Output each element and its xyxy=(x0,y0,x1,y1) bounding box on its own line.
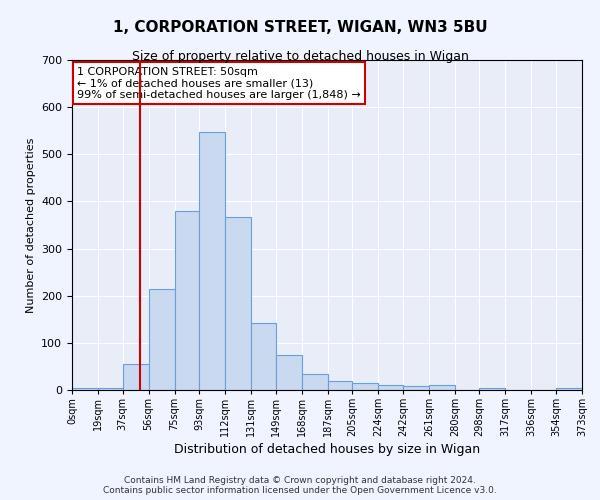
Text: Contains HM Land Registry data © Crown copyright and database right 2024.
Contai: Contains HM Land Registry data © Crown c… xyxy=(103,476,497,495)
Bar xyxy=(403,386,429,390)
Bar xyxy=(149,288,175,390)
Text: 1, CORPORATION STREET, WIGAN, WN3 5BU: 1, CORPORATION STREET, WIGAN, WN3 5BU xyxy=(113,20,487,35)
Bar xyxy=(328,380,352,390)
Bar xyxy=(479,388,505,390)
Bar xyxy=(175,211,199,390)
X-axis label: Distribution of detached houses by size in Wigan: Distribution of detached houses by size … xyxy=(174,444,480,456)
Text: Size of property relative to detached houses in Wigan: Size of property relative to detached ho… xyxy=(131,50,469,63)
Bar xyxy=(302,374,328,390)
Bar xyxy=(72,388,98,390)
Bar xyxy=(122,364,149,390)
Text: 1 CORPORATION STREET: 50sqm
← 1% of detached houses are smaller (13)
99% of semi: 1 CORPORATION STREET: 50sqm ← 1% of deta… xyxy=(77,66,361,100)
Bar xyxy=(199,132,225,390)
Bar xyxy=(276,354,302,390)
Bar xyxy=(378,386,403,390)
Bar xyxy=(98,388,122,390)
Bar xyxy=(429,386,455,390)
Y-axis label: Number of detached properties: Number of detached properties xyxy=(26,138,35,312)
Bar xyxy=(251,322,276,390)
Bar xyxy=(556,388,582,390)
Bar xyxy=(352,383,378,390)
Bar xyxy=(225,216,251,390)
